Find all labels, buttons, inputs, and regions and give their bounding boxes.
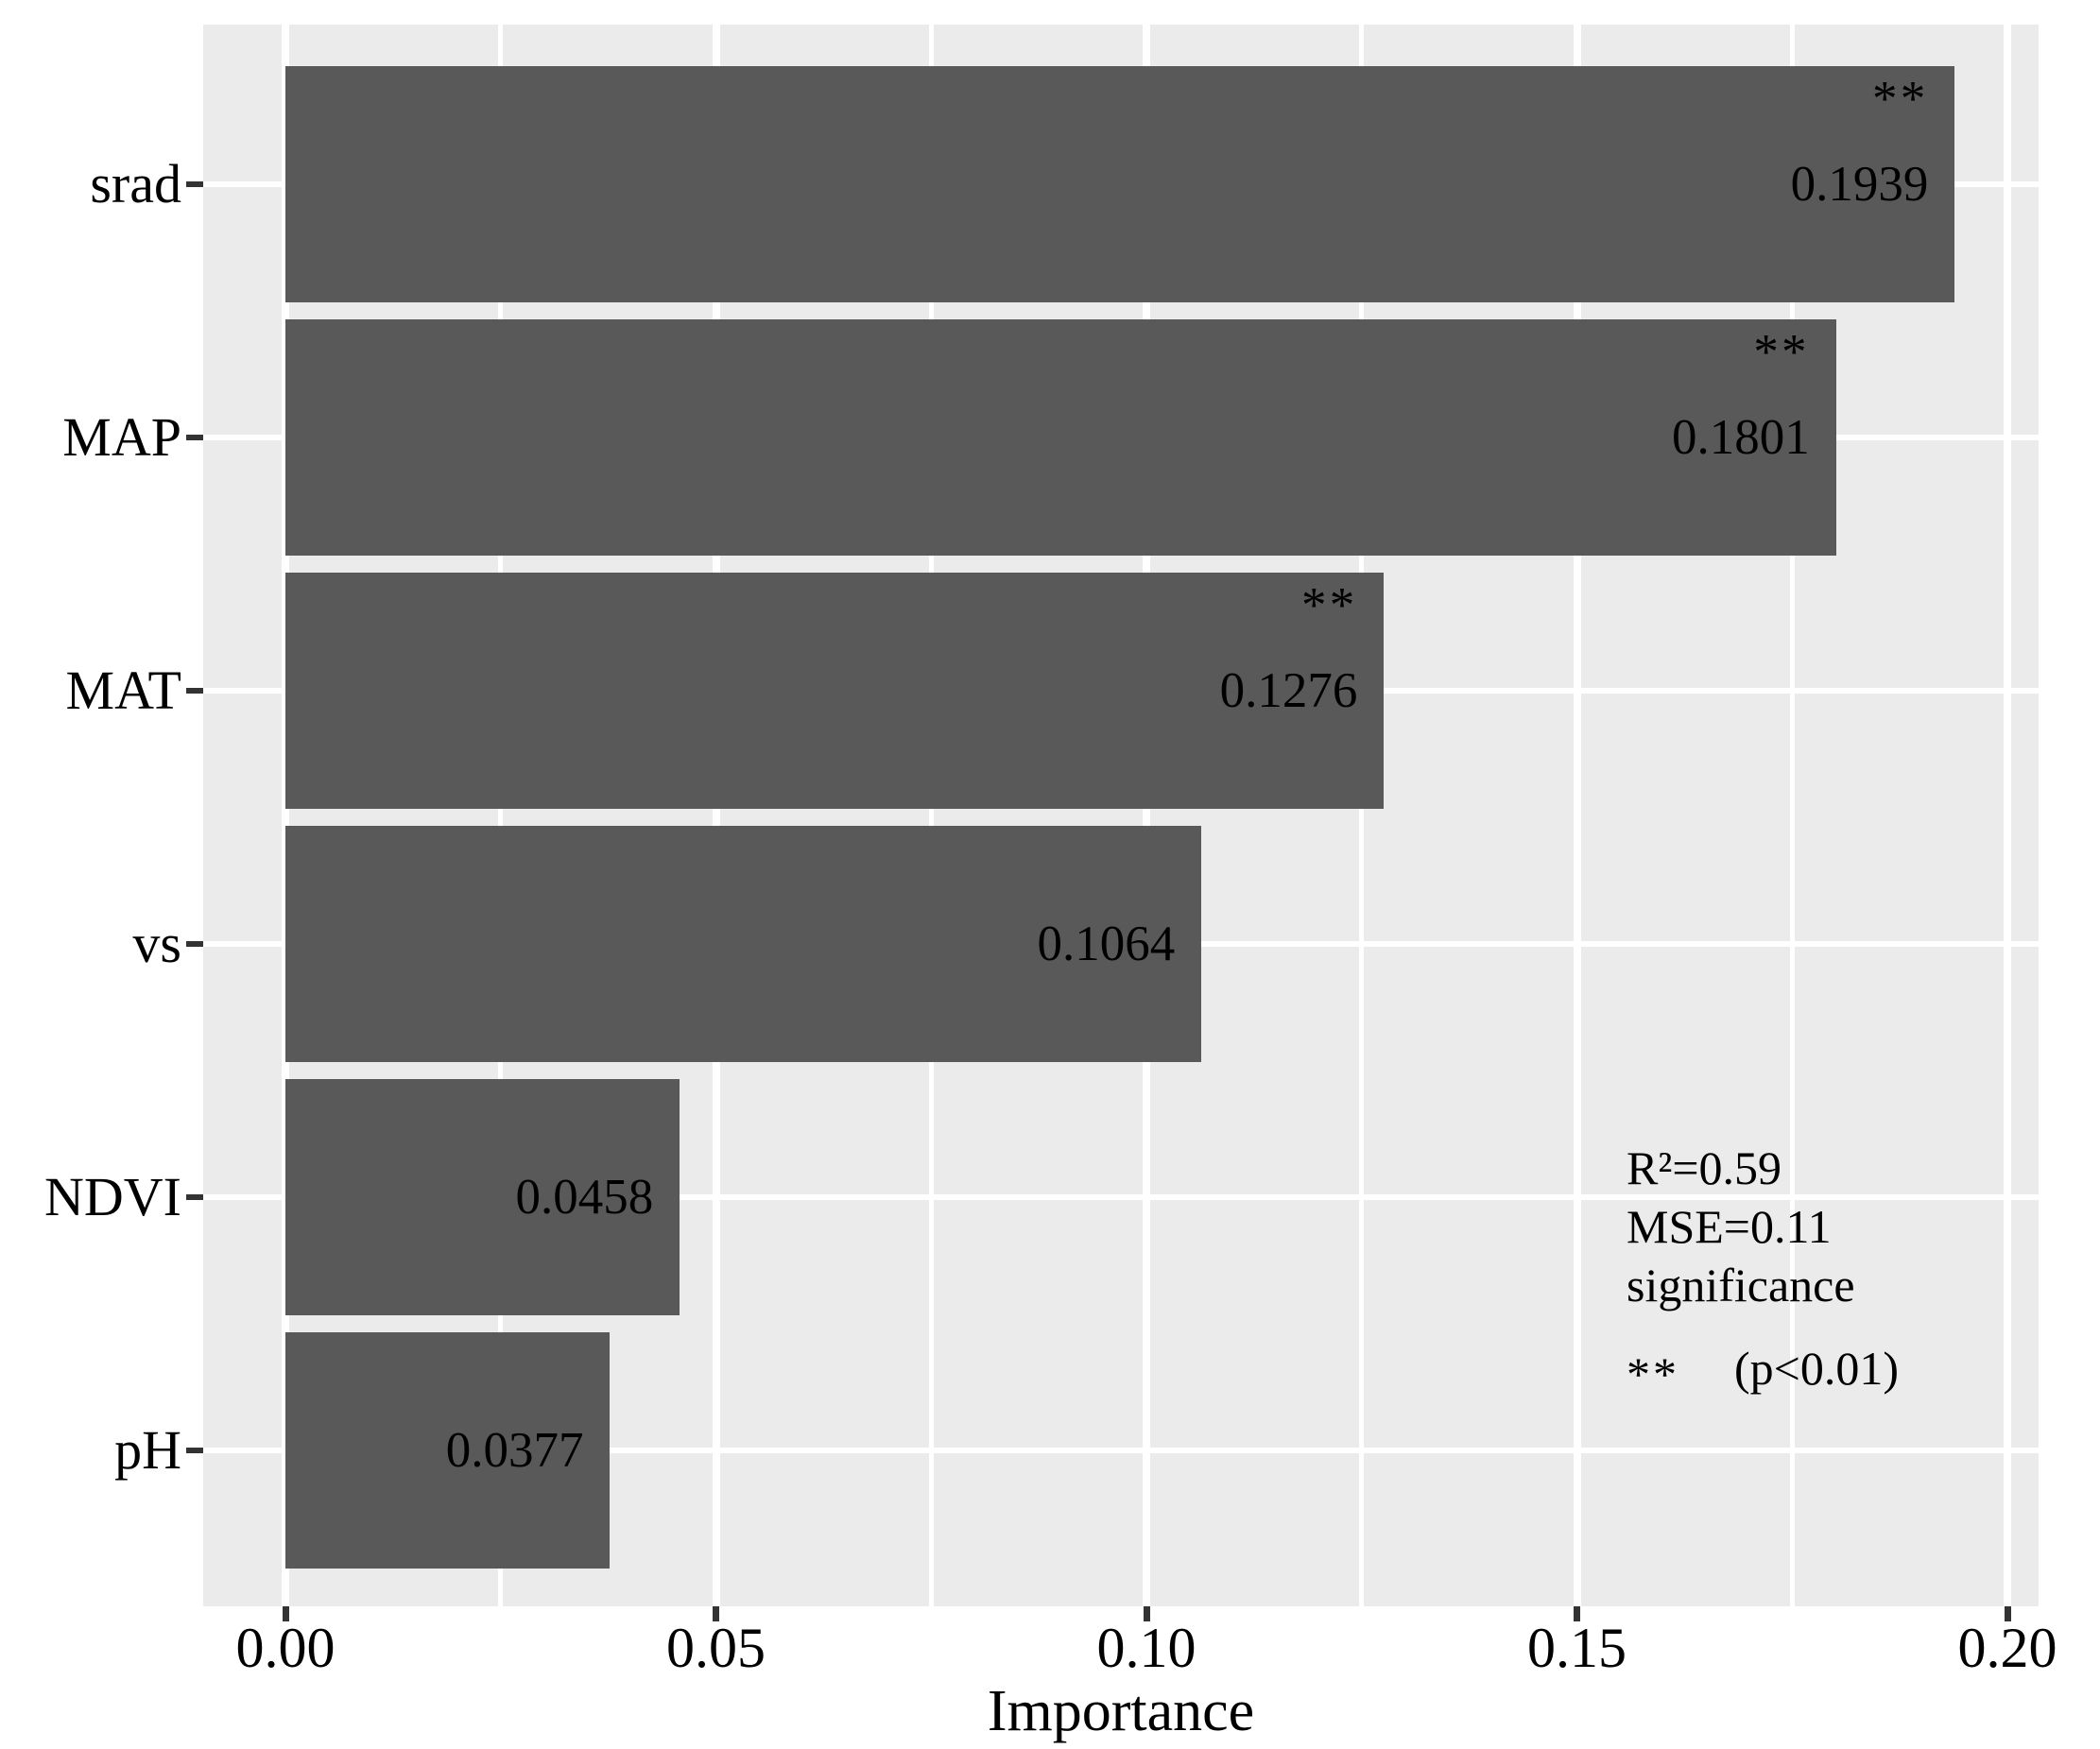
y-axis-label-MAP: MAP [62, 406, 181, 468]
y-axis-tick [186, 1448, 203, 1453]
y-axis-label-vs: vs [132, 913, 181, 974]
y-axis-tick [186, 435, 203, 440]
bar-pH [285, 1332, 611, 1569]
significance-stars-glyph: ** [1301, 578, 1358, 634]
annotation-mse: MSE=0.11 [1627, 1200, 1832, 1253]
gridline-v-minor [928, 25, 934, 1606]
bar-value-label: 0.1276 [1219, 663, 1358, 718]
x-axis-tick [282, 1606, 289, 1621]
gridline-v-minor [1789, 25, 1795, 1606]
significance-stars-glyph: ** [1753, 325, 1810, 381]
x-axis-tick [1143, 1606, 1150, 1621]
y-axis-tick [186, 941, 203, 947]
x-axis-tick-label: 0.05 [666, 1617, 766, 1679]
bar-value-label: 0.0377 [445, 1423, 584, 1478]
gridline-v-minor [1359, 25, 1365, 1606]
gridline-h-major [203, 1194, 2039, 1200]
y-axis-tick [186, 688, 203, 694]
y-axis-tick [186, 1194, 203, 1200]
bar-NDVI [285, 1079, 680, 1315]
bar-vs [285, 826, 1202, 1062]
y-axis-label-pH: pH [114, 1419, 181, 1481]
annotation-r2: R²=0.59 [1627, 1141, 1782, 1194]
bar-MAP [285, 319, 1836, 556]
x-axis-tick-label: 0.15 [1527, 1617, 1627, 1679]
gridline-v-major [1573, 25, 1581, 1606]
bar-value-label: 0.1064 [1037, 917, 1176, 971]
significance-p-value: (p<0.01) [1734, 1342, 1899, 1395]
y-axis-label-srad: srad [90, 153, 181, 214]
x-axis-tick-label: 0.20 [1957, 1617, 2057, 1679]
plot-panel: 0.1939 ** 0.1801 ** 0.1276 ** 0.1064 0.0458 0.03… [203, 25, 2039, 1606]
bar-value-label: 0.0458 [515, 1170, 654, 1225]
bar-srad [285, 66, 1955, 302]
gridline-v-major [282, 25, 289, 1606]
significance-stars: ** [285, 68, 1928, 126]
x-axis-title: Importance [987, 1679, 1255, 1743]
y-axis-label-NDVI: NDVI [44, 1166, 181, 1227]
significance-stars: ** [285, 321, 1810, 379]
significance-stars: ** [285, 574, 1357, 632]
gridline-v-major [712, 25, 720, 1606]
x-axis-tick-label: 0.10 [1096, 1617, 1196, 1679]
gridline-h-major [203, 1448, 2039, 1453]
gridline-v-major [2004, 25, 2011, 1606]
gridline-v-major [1143, 25, 1150, 1606]
y-axis-label-MAT: MAT [65, 660, 181, 721]
bar-value-label: 0.1801 [1671, 410, 1810, 465]
gridline-v-minor [498, 25, 504, 1606]
bar-value-label: 0.1939 [1790, 157, 1929, 212]
annotation-significance-label: significance [1627, 1259, 1855, 1312]
x-axis-tick [2004, 1606, 2011, 1621]
significance-stars-symbol: ** [1627, 1347, 1679, 1400]
x-axis-tick [1574, 1606, 1580, 1621]
x-axis-tick-label: 0.00 [235, 1617, 336, 1679]
y-axis-tick [186, 181, 203, 187]
x-axis-tick [713, 1606, 719, 1621]
significance-legend: ** (p<0.01) [1627, 1339, 1899, 1400]
significance-stars-glyph: ** [1872, 72, 1929, 128]
bar-MAT [285, 573, 1385, 809]
model-stats-annotation: R²=0.59 MSE=0.11 significance [1627, 1139, 1855, 1314]
